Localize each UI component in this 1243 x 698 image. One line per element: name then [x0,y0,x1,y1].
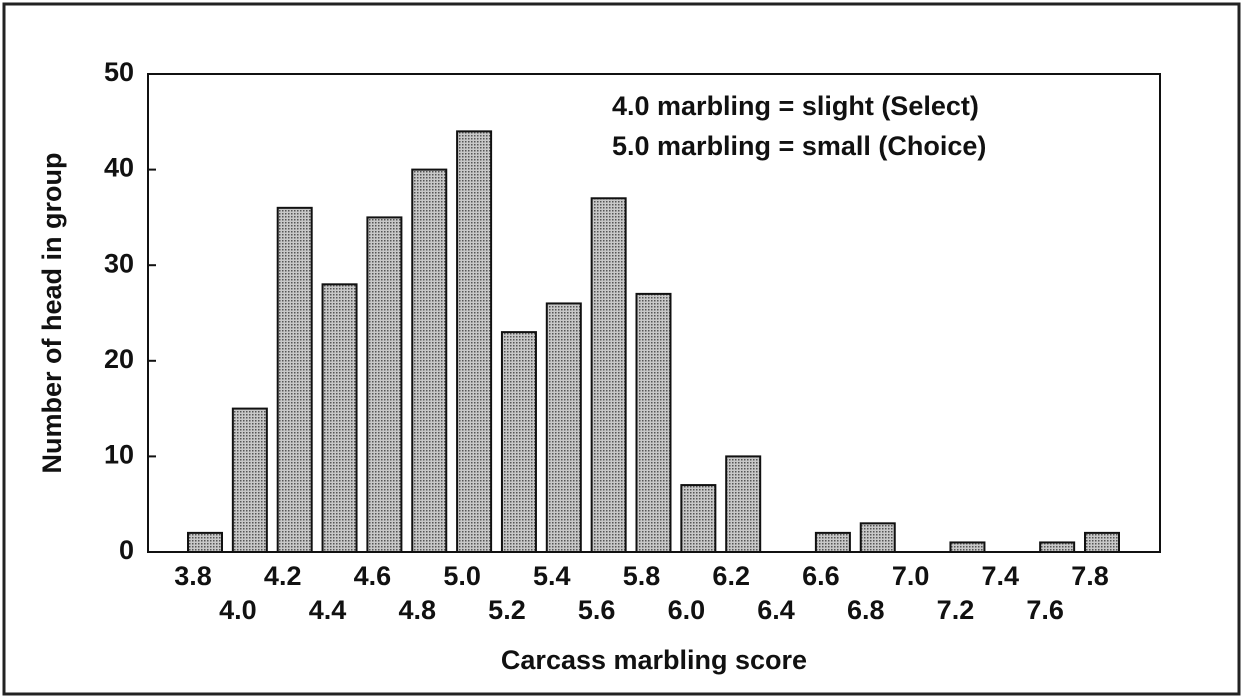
bar [500,331,537,553]
x-tick-label: 5.2 [488,595,526,625]
bar [590,197,627,553]
bar [366,216,403,553]
x-tick-label: 5.4 [533,561,571,591]
annotation: 4.0 marbling = slight (Select) [612,91,979,121]
x-tick-label: 7.6 [1026,595,1064,625]
bar [545,302,582,553]
x-axis-label: Carcass marbling score [501,645,807,675]
y-tick-label: 40 [104,153,134,183]
x-tick-label: 7.8 [1071,561,1109,591]
bar [276,206,313,553]
bar [456,130,493,554]
annotation: 5.0 marbling = small (Choice) [612,131,986,161]
bar [814,531,851,554]
bar [231,407,268,553]
bar [859,522,896,554]
bar [1039,541,1076,554]
x-tick-label: 5.6 [578,595,616,625]
bar [187,531,223,554]
x-tick-label: 7.2 [937,595,975,625]
bar [411,168,448,553]
bar [949,541,986,554]
x-tick-label: 3.8 [174,561,212,591]
x-tick-label: 4.8 [398,595,436,625]
bar [725,455,762,553]
x-tick-label: 4.4 [309,595,347,625]
y-axis-label: Number of head in group [37,153,67,474]
x-tick-label: 6.4 [757,595,795,625]
bar [680,484,717,553]
bar [635,292,672,553]
y-tick-label: 20 [104,344,134,374]
x-tick-label: 6.2 [712,561,750,591]
x-tick-label: 6.6 [802,561,840,591]
y-tick-label: 50 [104,57,134,87]
y-tick-label: 10 [104,440,134,470]
bar [1084,531,1120,554]
x-tick-label: 4.6 [354,561,392,591]
bar [321,283,358,553]
y-tick-label: 30 [104,248,134,278]
x-tick-label: 7.0 [892,561,930,591]
x-tick-label: 4.0 [219,595,257,625]
x-tick-label: 6.8 [847,595,885,625]
y-tick-label: 0 [119,535,134,565]
x-tick-label: 6.0 [668,595,706,625]
x-tick-label: 7.4 [982,561,1020,591]
x-tick-label: 5.8 [623,561,661,591]
x-tick-label: 5.0 [443,561,481,591]
x-tick-label: 4.2 [264,561,302,591]
